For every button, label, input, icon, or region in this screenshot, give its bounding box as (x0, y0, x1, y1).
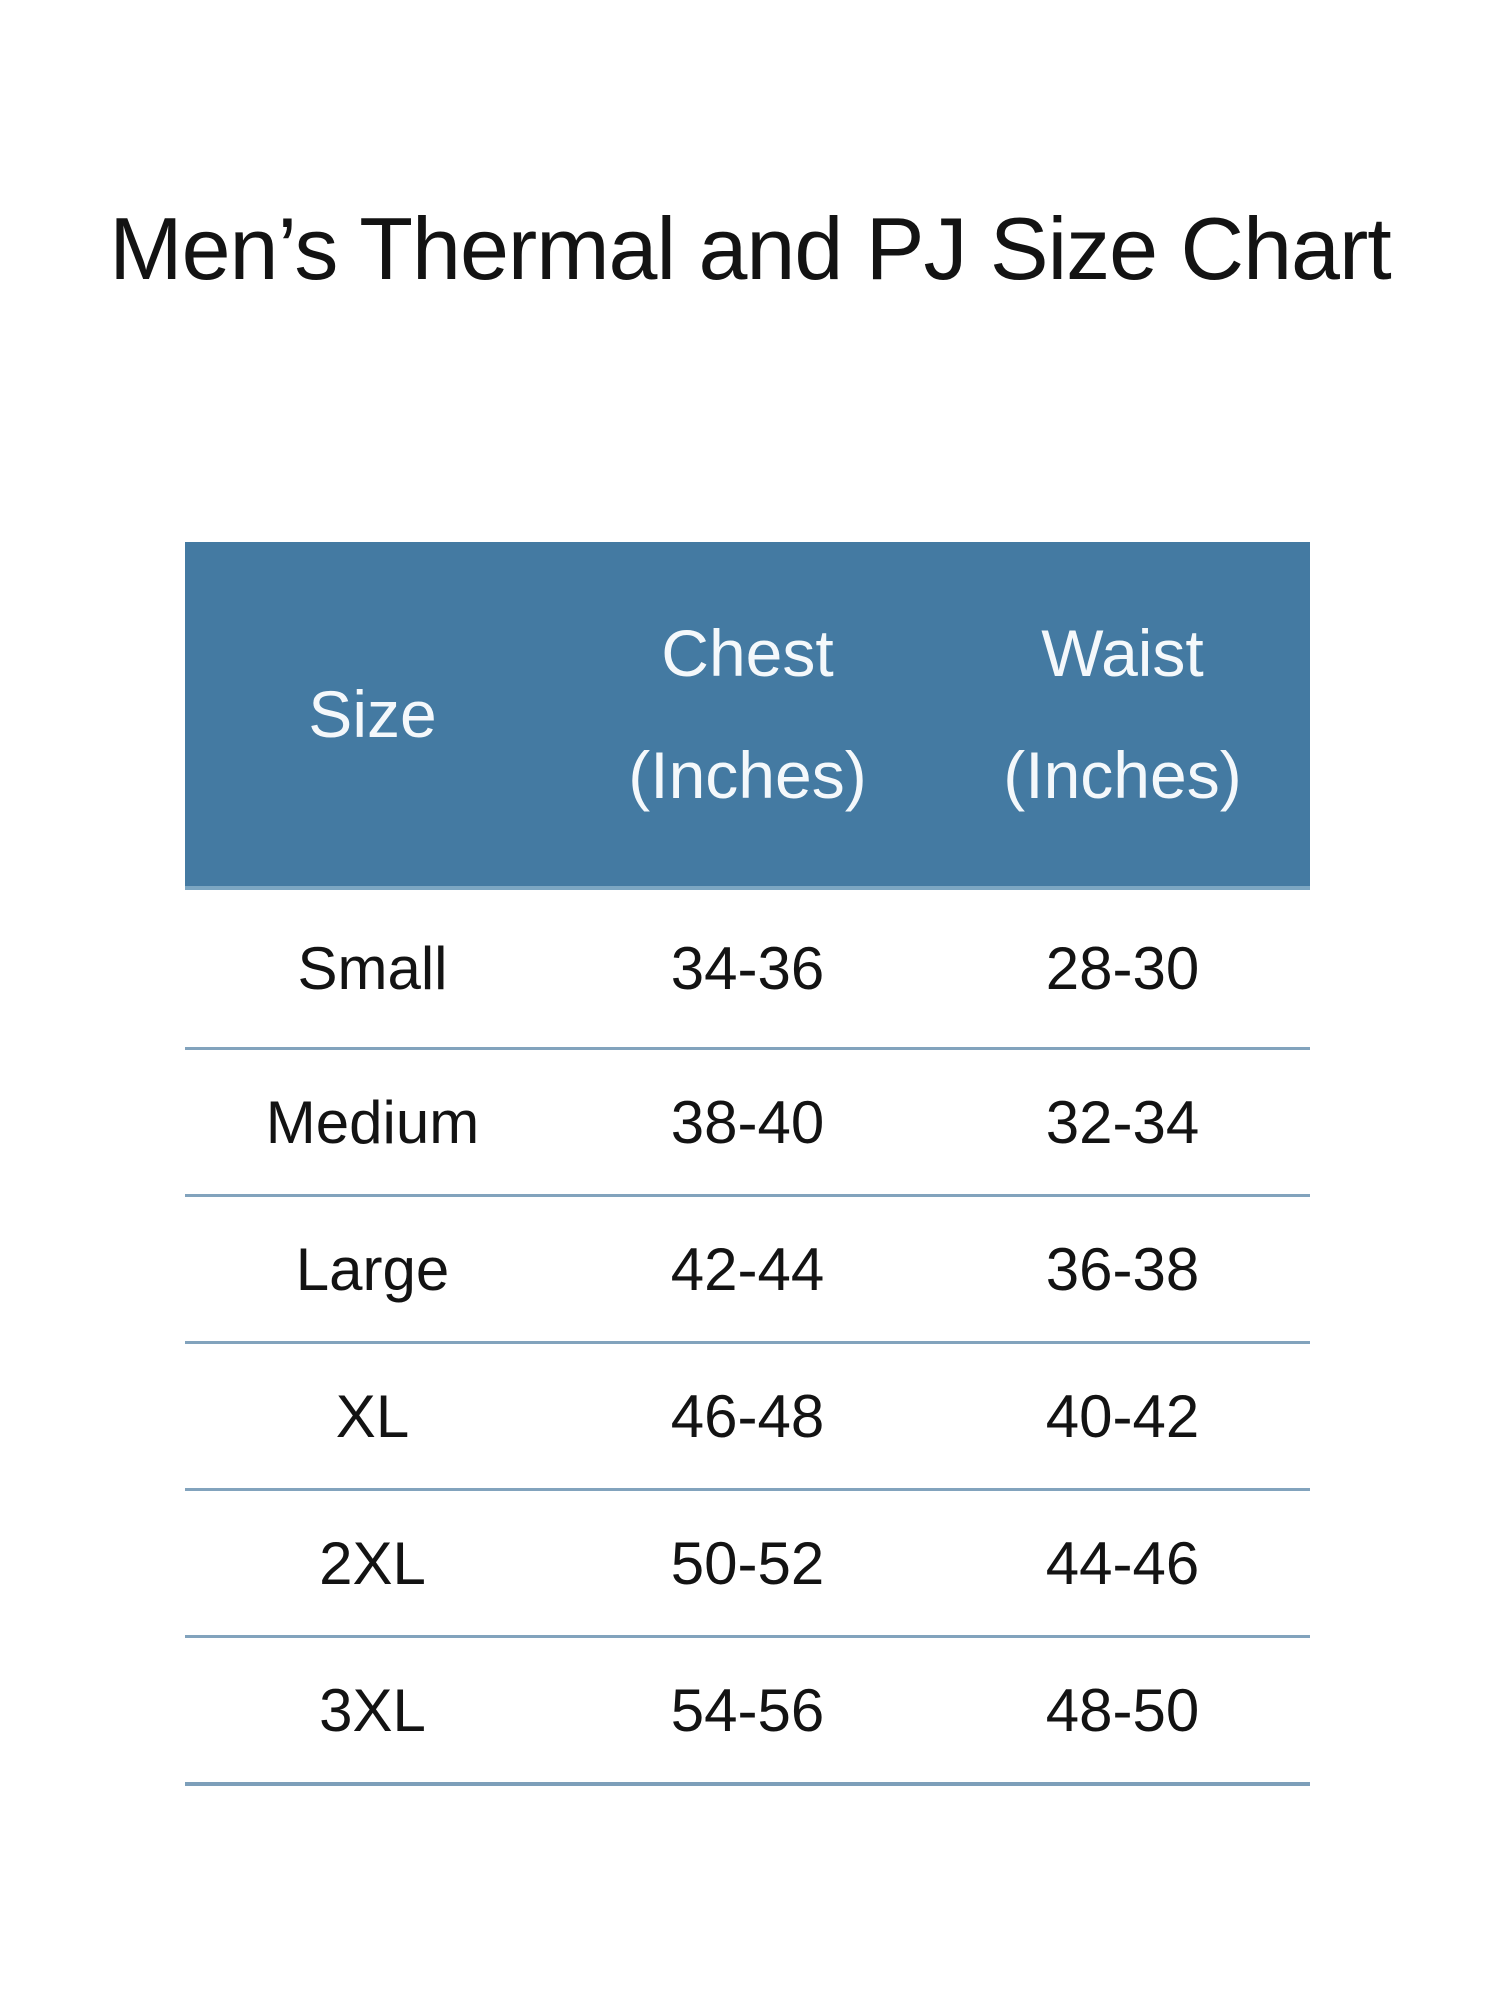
table-header-row: Size Chest (Inches) Waist (Inches) (185, 542, 1310, 890)
waist-header-line2: (Inches) (1003, 738, 1242, 812)
cell-waist: 40-42 (1045, 1382, 1200, 1450)
size-chart-table: Size Chest (Inches) Waist (Inches) Small… (185, 542, 1310, 1786)
chest-header-line2: (Inches) (628, 738, 867, 812)
cell-size: 2XL (319, 1529, 426, 1597)
cell-size: Small (297, 935, 448, 1002)
cell-chest: 42-44 (670, 1235, 825, 1303)
waist-header-line1: Waist (1041, 616, 1204, 690)
cell-size: Large (295, 1235, 450, 1303)
column-header-waist: Waist (Inches) (935, 542, 1310, 886)
table-row: Large 42-44 36-38 (185, 1197, 1310, 1344)
size-header-label: Size (308, 677, 437, 751)
table-row: 3XL 54-56 48-50 (185, 1638, 1310, 1786)
table-row: Medium 38-40 32-34 (185, 1050, 1310, 1197)
cell-waist: 28-30 (1045, 935, 1200, 1002)
table-row: 2XL 50-52 44-46 (185, 1491, 1310, 1638)
cell-waist: 48-50 (1045, 1676, 1200, 1744)
cell-chest: 50-52 (670, 1529, 825, 1597)
page-title: Men’s Thermal and PJ Size Chart (109, 199, 1391, 298)
cell-chest: 34-36 (670, 935, 825, 1002)
table-row: XL 46-48 40-42 (185, 1344, 1310, 1491)
cell-waist: 44-46 (1045, 1529, 1200, 1597)
cell-chest: 38-40 (670, 1088, 825, 1156)
column-header-size: Size (185, 542, 560, 886)
table-row: Small 34-36 28-30 (185, 890, 1310, 1050)
table-body: Small 34-36 28-30 Medium 38-40 32-34 Lar… (185, 890, 1310, 1786)
chest-header-line1: Chest (661, 616, 834, 690)
cell-size: Medium (265, 1088, 480, 1156)
column-header-chest: Chest (Inches) (560, 542, 935, 886)
cell-waist: 32-34 (1045, 1088, 1200, 1156)
cell-size: 3XL (319, 1676, 426, 1744)
cell-chest: 54-56 (670, 1676, 825, 1744)
cell-waist: 36-38 (1045, 1235, 1200, 1303)
cell-chest: 46-48 (670, 1382, 825, 1450)
cell-size: XL (335, 1382, 410, 1450)
